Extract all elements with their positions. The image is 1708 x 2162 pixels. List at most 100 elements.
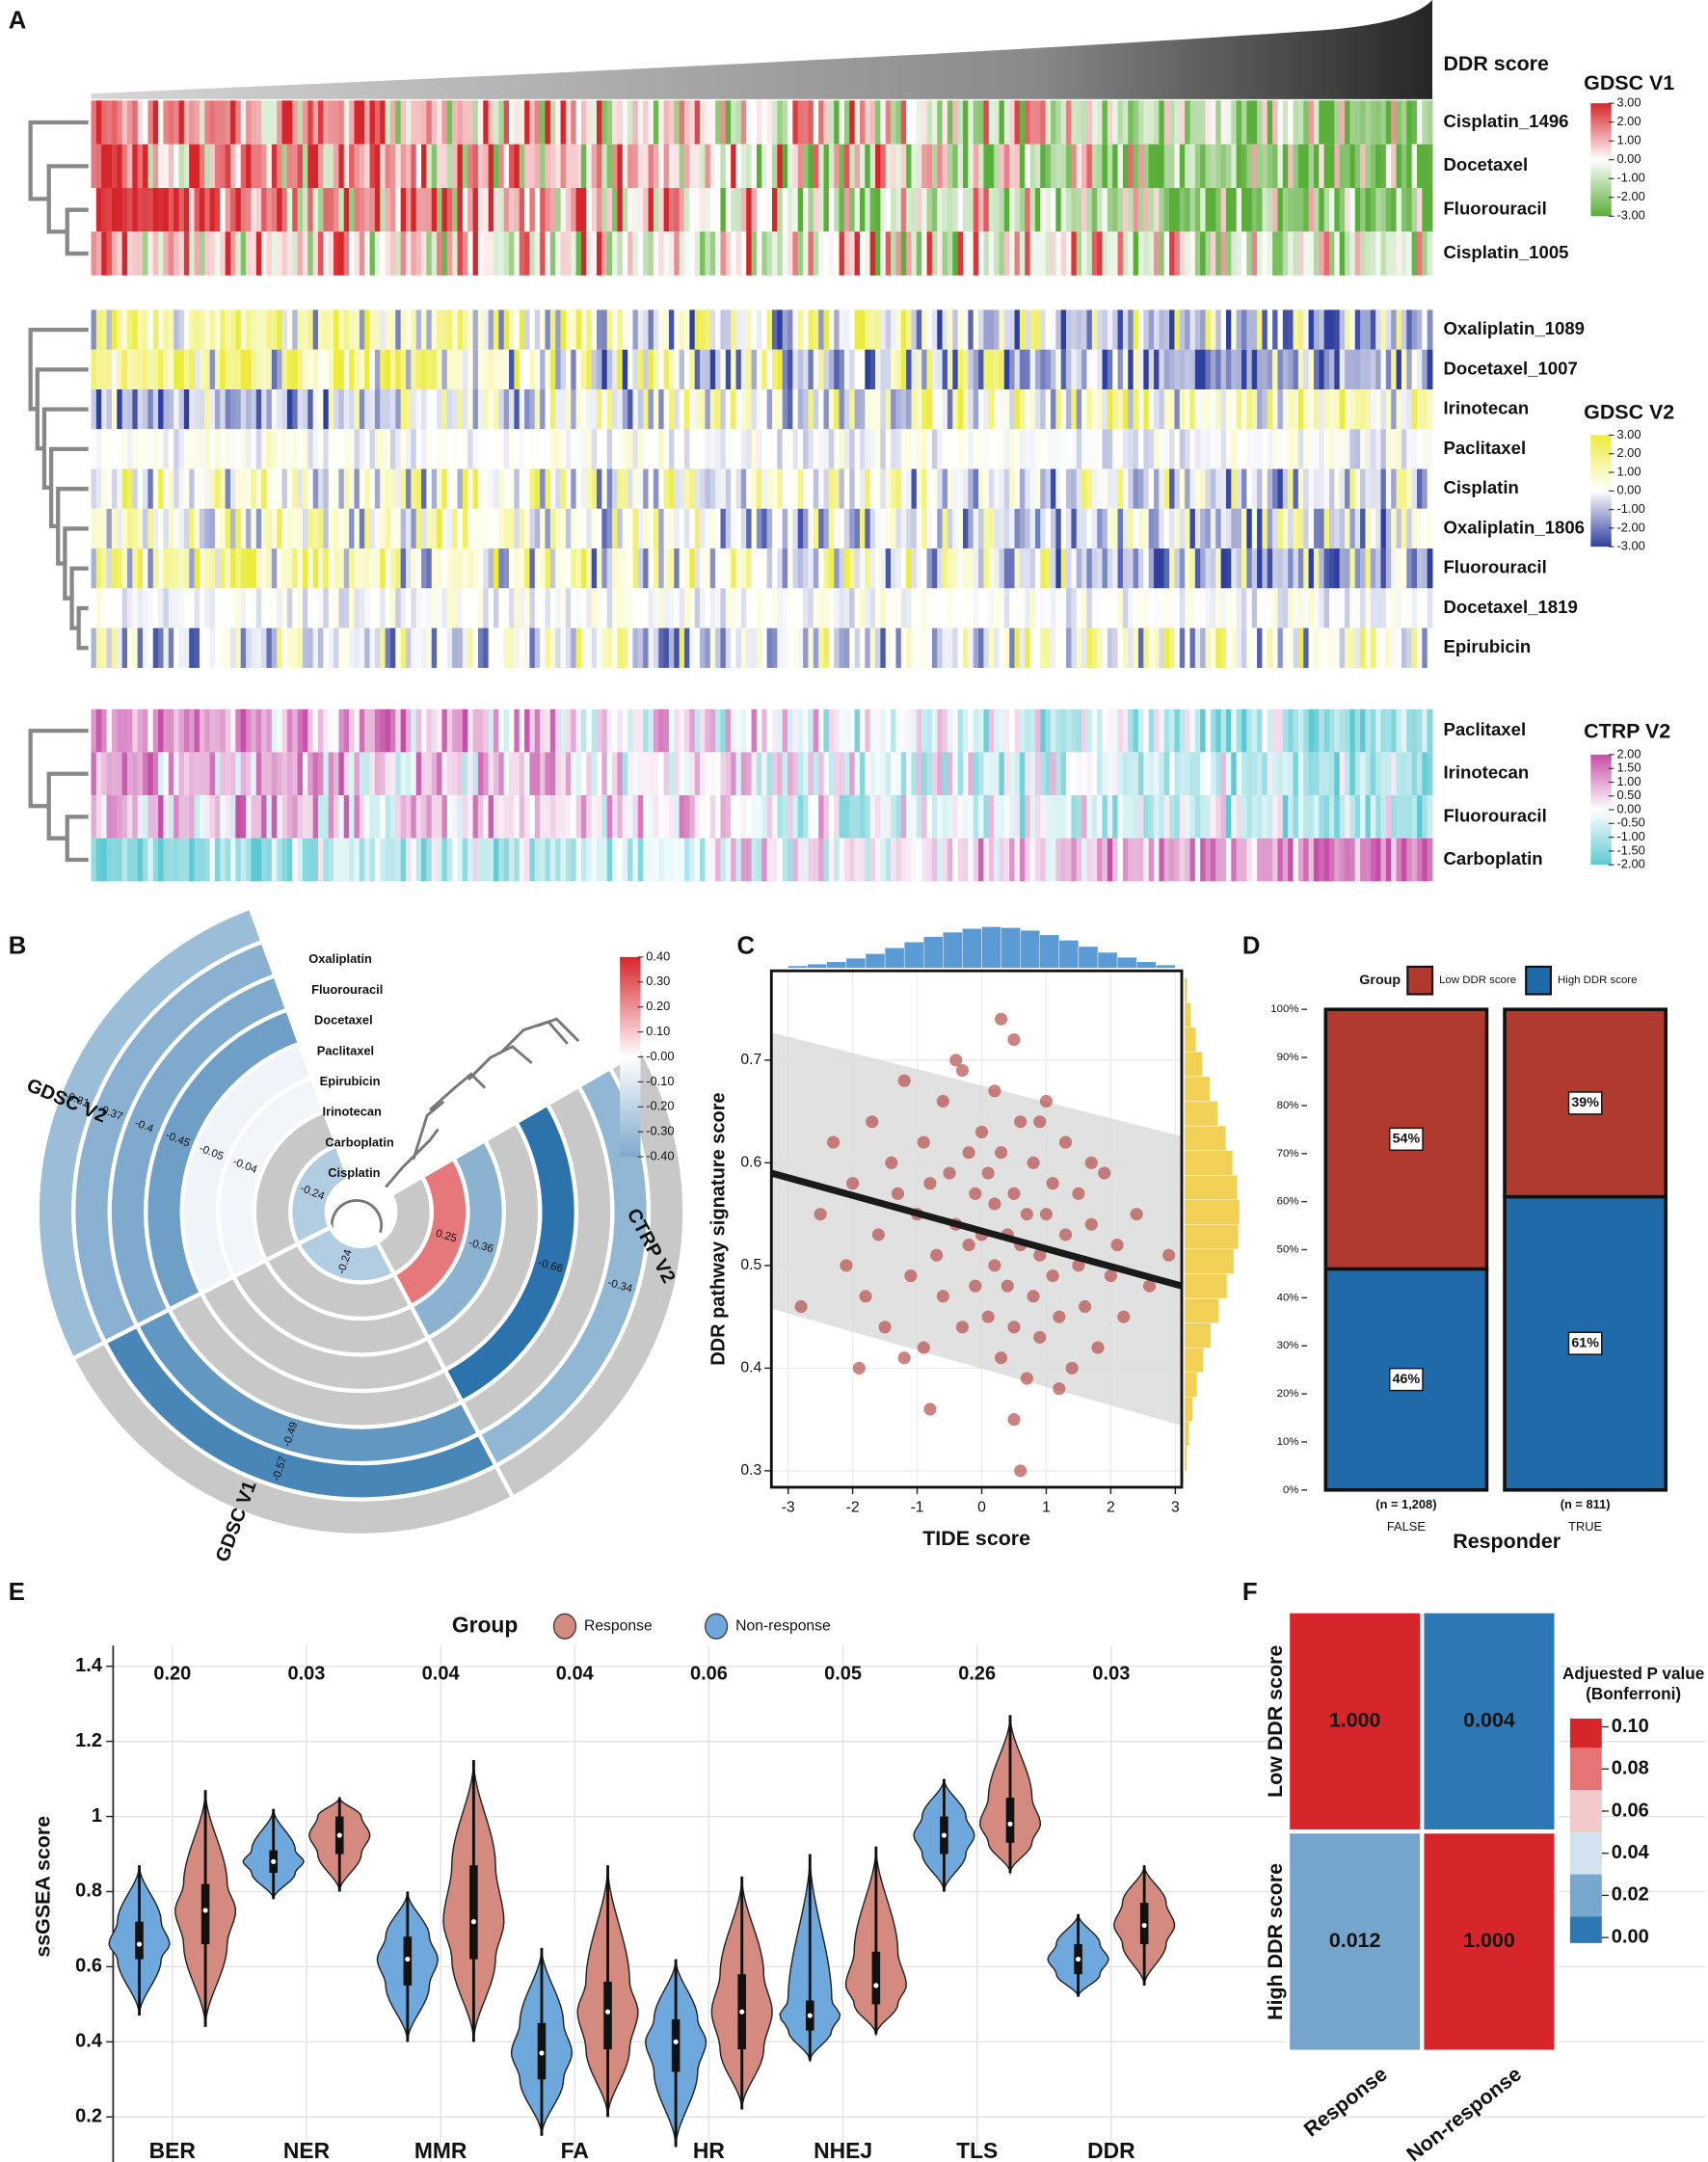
- heatmap-cell: [189, 144, 195, 189]
- heatmap-cell: [731, 588, 736, 628]
- heatmap-cell: [818, 588, 824, 628]
- heatmap-cell: [1277, 752, 1284, 796]
- heatmap-cell: [493, 188, 499, 232]
- heatmap-cell: [1185, 188, 1190, 232]
- heatmap-cell: [437, 309, 442, 350]
- heatmap-cell: [777, 708, 784, 753]
- heatmap-cell: [947, 100, 953, 145]
- heatmap-cell: [117, 388, 123, 430]
- heatmap-cell: [885, 627, 892, 668]
- heatmap-cell: [230, 100, 236, 145]
- heatmap-cell: [663, 708, 670, 753]
- heatmap-cell: [126, 100, 133, 145]
- heatmap-cell: [1220, 188, 1227, 232]
- heatmap-cell: [849, 388, 856, 430]
- heatmap-cell: [121, 795, 128, 839]
- heatmap-cell: [431, 144, 438, 189]
- heatmap-cell: [705, 708, 711, 753]
- heatmap-cell: [606, 188, 613, 232]
- heatmap-cell: [627, 231, 633, 276]
- heatmap-cell: [1267, 309, 1273, 350]
- heatmap-cell: [1194, 309, 1201, 350]
- heatmap-cell: [756, 588, 762, 628]
- heatmap-cell: [668, 100, 675, 145]
- legend-title: CTRP V2: [1584, 720, 1670, 743]
- heatmap-cell: [1029, 309, 1036, 350]
- matrix-cell: [1420, 1828, 1559, 2054]
- heatmap-cell: [777, 468, 784, 509]
- heatmap-cell: [1334, 349, 1341, 389]
- heatmap-cell: [431, 100, 438, 145]
- heatmap-cell: [271, 627, 278, 668]
- heatmap-cell: [421, 838, 427, 882]
- heatmap-cell: [307, 388, 314, 430]
- heatmap-cell: [683, 144, 690, 189]
- heatmap-cell: [1050, 588, 1056, 628]
- heatmap-cell: [999, 429, 1005, 469]
- heatmap-cell: [880, 627, 887, 668]
- heatmap-cell: [580, 349, 587, 389]
- heatmap-cell: [255, 548, 262, 589]
- heatmap-cell: [560, 231, 567, 276]
- heatmap-cell: [1003, 838, 1010, 882]
- heatmap-cell: [637, 231, 644, 276]
- histogram-bar: [1039, 934, 1060, 969]
- heatmap-cell: [834, 429, 840, 469]
- heatmap-cell: [143, 627, 148, 668]
- heatmap-cell: [1097, 388, 1103, 430]
- heatmap-cell: [1133, 429, 1139, 469]
- heatmap-cell: [158, 144, 164, 189]
- heatmap-cell: [1380, 309, 1387, 350]
- heatmap-cell: [931, 588, 938, 628]
- heatmap-cell: [91, 349, 97, 389]
- heatmap-cell: [369, 188, 376, 232]
- heatmap-cell: [828, 388, 835, 430]
- heatmap-cell: [911, 388, 918, 430]
- heatmap-cell: [771, 752, 778, 796]
- heatmap-cell: [978, 752, 984, 796]
- heatmap-cell: [1241, 144, 1247, 189]
- colorbar-tick-label: 3.00: [1616, 427, 1641, 441]
- heatmap-cell: [865, 468, 871, 509]
- heatmap-cell: [1112, 231, 1118, 276]
- heatmap-cell: [709, 188, 716, 232]
- heatmap-cell: [389, 468, 396, 509]
- heatmap-cell: [1086, 627, 1093, 668]
- heatmap-cell: [415, 838, 422, 882]
- point: [936, 1290, 949, 1303]
- heatmap-cell: [462, 100, 468, 145]
- heatmap-cell: [1045, 349, 1052, 389]
- heatmap-cell: [225, 468, 231, 509]
- heatmap-cell: [318, 752, 324, 796]
- heatmap-cell: [700, 349, 706, 389]
- heatmap-cell: [1411, 708, 1418, 753]
- heatmap-cell: [281, 144, 288, 189]
- heatmap-cell: [389, 100, 396, 145]
- heatmap-cell: [1086, 231, 1093, 276]
- heatmap-cell: [1354, 231, 1361, 276]
- heatmap-cell: [220, 429, 227, 469]
- heatmap-cell: [1060, 588, 1067, 628]
- heatmap-cell: [359, 627, 365, 668]
- heatmap-cell: [354, 349, 360, 389]
- heatmap-cell: [709, 627, 716, 668]
- heatmap-cell: [1034, 388, 1041, 430]
- heatmap-cell: [777, 388, 784, 430]
- heatmap-cell: [715, 508, 721, 549]
- heatmap-cell: [204, 388, 211, 430]
- heatmap-cell: [297, 708, 304, 753]
- heatmap-cell: [591, 231, 598, 276]
- heatmap-cell: [1319, 429, 1325, 469]
- heatmap-cell: [126, 144, 133, 189]
- heatmap-cell: [679, 309, 685, 350]
- heatmap-cell: [921, 588, 927, 628]
- heatmap-cell: [168, 752, 174, 796]
- heatmap-cell: [705, 752, 711, 796]
- heatmap-cell: [906, 188, 912, 232]
- heatmap-cell: [648, 100, 654, 145]
- heatmap-cell: [797, 708, 804, 753]
- heatmap-cell: [1303, 508, 1310, 549]
- heatmap-cell: [354, 548, 360, 589]
- heatmap-cell: [947, 188, 953, 232]
- heatmap-cell: [1345, 388, 1350, 430]
